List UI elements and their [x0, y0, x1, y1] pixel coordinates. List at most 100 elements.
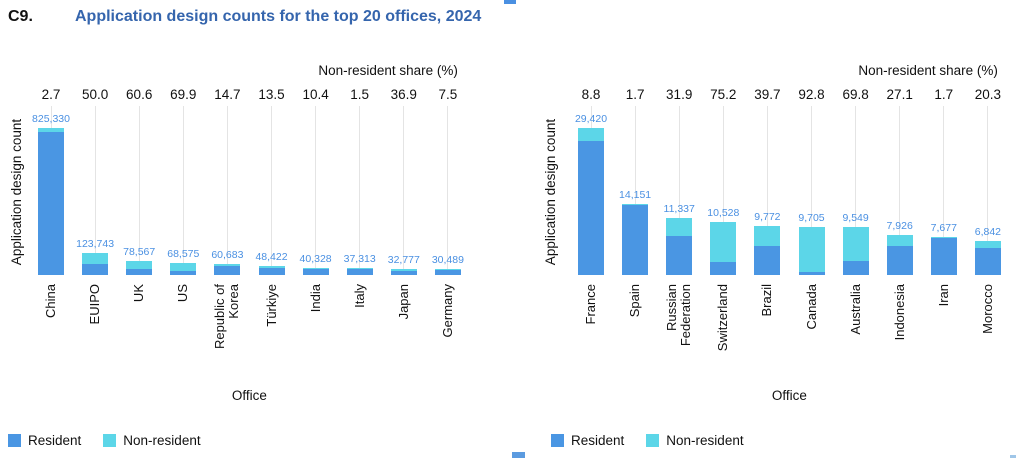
- gridline: [315, 106, 317, 275]
- bar-resident-segment: [434, 270, 461, 275]
- nonresident-share-value: 7.5: [438, 87, 458, 102]
- nonresident-share-value: 8.8: [581, 87, 601, 102]
- category-label: Türkiye: [263, 284, 279, 327]
- nonresident-share-value: 69.8: [842, 87, 869, 102]
- bar-value-label: 14,151: [619, 189, 652, 202]
- nonresident-swatch-icon: [646, 434, 660, 447]
- y-axis-title: Application design count: [543, 118, 558, 266]
- bar-resident-segment: [754, 245, 781, 275]
- nonresident-share-value: 75.2: [710, 87, 737, 102]
- bar-value-label: 11,337: [663, 203, 695, 216]
- nonresident-share-value: 69.9: [170, 87, 197, 102]
- legend-label: Resident: [571, 433, 625, 448]
- bar-resident-segment: [622, 205, 649, 275]
- y-axis-title: Application design count: [9, 118, 24, 266]
- nonresident-share-value: 31.9: [666, 87, 693, 102]
- gridline: [634, 106, 636, 275]
- bar-value-label: 68,575: [167, 247, 200, 260]
- gridline: [766, 106, 768, 275]
- bar-value-label: 40,328: [299, 252, 332, 265]
- bar-value-label: 37,313: [343, 253, 376, 266]
- bar-value-label: 6,842: [974, 225, 1002, 238]
- category-label: Indonesia: [891, 284, 907, 341]
- gridline: [359, 106, 361, 275]
- nonresident-share-value: 27.1: [886, 87, 913, 102]
- bar-resident-segment: [886, 246, 913, 275]
- bar-resident-segment: [578, 140, 604, 275]
- gridline: [678, 106, 680, 275]
- bar-resident-segment: [214, 265, 241, 275]
- legend-item-resident: Resident: [8, 433, 81, 448]
- bar-nonresident-segment: [974, 240, 1001, 248]
- legend-label: Non-resident: [666, 433, 744, 448]
- figure-header: C9. Application design counts for the to…: [0, 8, 1024, 32]
- gridline: [987, 106, 989, 275]
- gridline: [943, 106, 945, 275]
- bar-nonresident-segment: [82, 252, 109, 264]
- cropped-content-fragment-bottom-right: [1010, 455, 1016, 458]
- bar-nonresident-segment: [302, 267, 329, 269]
- bar-nonresident-segment: [798, 226, 825, 272]
- gridline: [722, 106, 724, 275]
- nonresident-share-value: 50.0: [81, 87, 109, 102]
- nonresident-share-value: 1.7: [625, 87, 645, 102]
- gridline: [138, 106, 140, 275]
- bar-resident-segment: [842, 260, 869, 275]
- bar-value-label: 9,549: [842, 212, 869, 225]
- bar-value-label: 9,772: [754, 211, 781, 224]
- category-label: Morocco: [979, 284, 995, 334]
- bar-resident-segment: [710, 261, 737, 275]
- category-label: Japan: [395, 284, 411, 320]
- bar-nonresident-segment: [214, 264, 241, 266]
- bar-value-label: 7,677: [930, 221, 957, 234]
- nonresident-share-value: 60.6: [126, 87, 153, 102]
- category-label: Spain: [627, 284, 643, 318]
- gridline: [899, 106, 901, 275]
- bar-nonresident-segment: [434, 269, 461, 270]
- bar-nonresident-segment: [666, 218, 693, 237]
- x-axis-title: Office: [231, 388, 267, 403]
- bar-nonresident-segment: [754, 226, 781, 246]
- bar-resident-segment: [974, 247, 1001, 275]
- bar-value-label: 825,330: [32, 113, 70, 125]
- gridline: [447, 106, 449, 275]
- legend-item-nonresident: Non-resident: [646, 433, 744, 448]
- bar-value-label: 10,528: [707, 207, 740, 220]
- legend-label: Resident: [28, 433, 82, 448]
- bar-resident-segment: [666, 236, 693, 275]
- bar-resident-segment: [798, 271, 825, 275]
- category-label: UK: [131, 284, 147, 303]
- nonresident-swatch-icon: [103, 434, 117, 447]
- resident-swatch-icon: [8, 434, 21, 447]
- category-label: Republic of Korea: [212, 284, 242, 350]
- bar-resident-segment: [346, 269, 373, 275]
- category-label: Brazil: [759, 284, 775, 317]
- category-label: US: [175, 284, 191, 303]
- bar-value-label: 48,422: [255, 251, 288, 264]
- nonresident-share-value: 1.7: [934, 87, 954, 102]
- nonresident-share-value: 92.8: [798, 87, 825, 102]
- gridline: [182, 106, 184, 275]
- bar-value-label: 78,567: [123, 246, 156, 258]
- bar-value-label: 30,489: [431, 254, 464, 266]
- bar-value-label: 9,705: [798, 211, 825, 224]
- nonresident-share-value: 1.5: [350, 87, 370, 102]
- bar-resident-segment: [258, 267, 285, 275]
- gridline: [811, 106, 812, 275]
- gridline: [403, 106, 405, 275]
- nonresident-share-value: 2.7: [41, 87, 61, 102]
- gridline: [226, 106, 228, 275]
- category-label: Russian Federation: [664, 284, 694, 347]
- bar-nonresident-segment: [578, 128, 604, 141]
- legend-label: Non-resident: [123, 433, 201, 448]
- legend-item-resident: Resident: [551, 433, 624, 448]
- category-label: Australia: [847, 284, 863, 335]
- bar-nonresident-segment: [258, 266, 285, 268]
- x-axis-title: Office: [771, 388, 807, 403]
- category-label: Iran: [935, 284, 951, 307]
- gridline: [855, 106, 857, 275]
- nonresident-share-value: 14.7: [214, 87, 241, 102]
- category-label: France: [583, 284, 598, 325]
- nonresident-share-value: 13.5: [258, 87, 285, 102]
